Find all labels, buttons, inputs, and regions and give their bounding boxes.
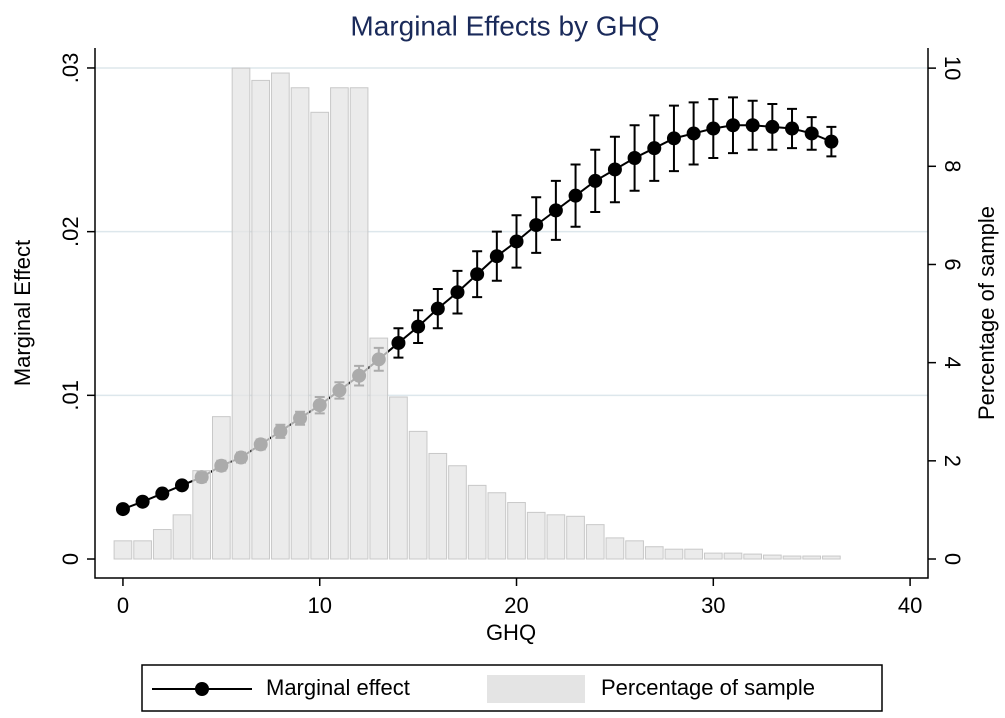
- bar: [664, 548, 684, 560]
- point: [785, 121, 800, 136]
- point: [450, 285, 465, 300]
- bar: [644, 546, 664, 560]
- bar: [330, 87, 349, 560]
- point: [174, 478, 189, 493]
- point: [588, 173, 603, 188]
- bar: [428, 452, 448, 560]
- bar: [192, 470, 211, 560]
- bar: [507, 502, 526, 560]
- bar: [822, 555, 841, 560]
- point: [607, 162, 622, 177]
- bar: [763, 554, 782, 560]
- point: [666, 131, 681, 146]
- point: [804, 126, 819, 141]
- point: [548, 203, 563, 218]
- bar: [782, 555, 802, 560]
- bar: [723, 552, 743, 560]
- bar: [290, 87, 310, 560]
- point: [745, 118, 760, 133]
- axis-frame: [94, 48, 929, 579]
- y-tick-label: .01: [58, 380, 83, 411]
- point: [627, 150, 642, 165]
- bar: [389, 396, 408, 560]
- point: [706, 121, 721, 136]
- bar: [605, 537, 625, 560]
- bar: [684, 548, 703, 560]
- x-tick-label: 20: [504, 593, 528, 618]
- y-axis-label: Marginal Effect: [10, 240, 35, 386]
- x-tick-label: 0: [117, 593, 129, 618]
- bar: [585, 524, 605, 560]
- point: [489, 249, 504, 264]
- y2-tick-label: 6: [940, 258, 965, 270]
- point: [568, 188, 583, 203]
- y2-tick-label: 8: [940, 160, 965, 172]
- bar: [526, 511, 546, 560]
- bar: [152, 529, 172, 560]
- bar: [703, 552, 723, 560]
- point: [686, 126, 701, 141]
- histogram: [113, 67, 841, 560]
- legend-label: Marginal effect: [266, 675, 410, 700]
- y2-tick-label: 2: [940, 455, 965, 467]
- point: [430, 301, 445, 316]
- bar: [211, 416, 231, 560]
- bar: [310, 111, 330, 560]
- y2-tick-label: 10: [940, 56, 965, 80]
- point: [509, 234, 524, 249]
- legend: Marginal effect Percentage of sample: [141, 664, 883, 712]
- bar: [408, 430, 428, 560]
- point: [647, 141, 662, 156]
- point: [765, 119, 780, 134]
- bar: [566, 515, 585, 560]
- point: [529, 218, 544, 233]
- x-axis-label: GHQ: [486, 620, 536, 645]
- y2-tick-label: 0: [940, 553, 965, 565]
- legend-marker: [195, 682, 209, 696]
- bar: [231, 67, 251, 560]
- point: [411, 319, 426, 334]
- bar: [625, 540, 644, 560]
- bar: [271, 72, 290, 560]
- x-tick-label: 40: [898, 593, 922, 618]
- bar: [467, 484, 487, 560]
- point: [725, 118, 740, 133]
- y-tick-label: .02: [58, 216, 83, 247]
- bar: [802, 555, 822, 560]
- legend-label: Percentage of sample: [601, 675, 815, 700]
- point: [824, 134, 839, 149]
- point: [391, 335, 406, 350]
- point: [115, 502, 130, 517]
- chart-title: Marginal Effects by GHQ: [350, 10, 659, 41]
- y-tick-label: 0: [58, 553, 83, 565]
- bar: [448, 465, 467, 560]
- point: [155, 486, 170, 501]
- x-tick-label: 30: [701, 593, 725, 618]
- y2-axis-label: Percentage of sample: [974, 206, 999, 420]
- bar: [369, 337, 389, 560]
- point: [135, 494, 150, 509]
- x-tick-label: 10: [307, 593, 331, 618]
- bar: [743, 553, 763, 560]
- bar: [487, 492, 507, 560]
- bar: [172, 514, 192, 560]
- point: [470, 267, 485, 282]
- bar: [349, 87, 369, 560]
- bar: [251, 79, 271, 560]
- bar: [113, 540, 133, 560]
- y-tick-label: .03: [58, 53, 83, 84]
- legend-swatch: [487, 675, 585, 703]
- y2-tick-label: 4: [940, 357, 965, 369]
- bar: [133, 540, 152, 560]
- bar: [546, 514, 566, 560]
